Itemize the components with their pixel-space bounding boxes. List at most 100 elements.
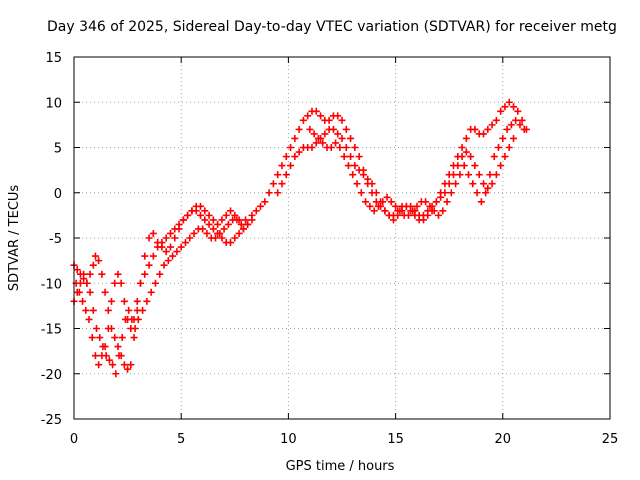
data-point — [503, 125, 511, 133]
data-point — [287, 144, 295, 151]
data-point — [374, 202, 382, 210]
data-point — [347, 153, 355, 161]
data-point — [239, 225, 247, 233]
data-point — [196, 202, 204, 210]
data-point — [282, 153, 290, 161]
data-point — [387, 198, 395, 206]
data-point — [484, 125, 492, 133]
data-point — [394, 211, 402, 219]
data-point — [143, 297, 151, 305]
data-point — [480, 130, 488, 138]
data-point — [482, 189, 490, 197]
data-point — [104, 306, 112, 314]
x-tick-label: 20 — [495, 432, 512, 447]
data-point — [432, 198, 440, 206]
data-point — [282, 171, 290, 179]
data-point — [467, 153, 475, 161]
data-point — [224, 220, 232, 228]
data-point — [342, 125, 350, 133]
data-point — [321, 130, 329, 138]
data-point — [124, 315, 132, 323]
data-point — [274, 171, 282, 179]
data-point — [145, 234, 153, 242]
data-point — [501, 153, 509, 161]
data-point — [344, 162, 352, 170]
data-point — [278, 162, 286, 170]
data-point — [218, 216, 226, 224]
data-point — [117, 279, 125, 287]
data-point — [334, 130, 342, 138]
data-point — [235, 229, 243, 237]
data-point — [492, 171, 500, 179]
data-point — [252, 207, 260, 215]
data-point — [471, 125, 479, 133]
data-point — [151, 279, 159, 287]
data-point — [156, 270, 164, 278]
data-point — [214, 220, 222, 228]
data-point — [437, 193, 445, 201]
data-point — [205, 211, 213, 219]
data-point — [462, 148, 470, 156]
data-point — [93, 325, 101, 332]
data-point — [162, 234, 170, 242]
data-point — [164, 257, 172, 265]
data-point — [160, 261, 168, 269]
y-tick-label: -15 — [41, 323, 62, 338]
data-point — [304, 112, 312, 120]
data-point — [295, 148, 303, 156]
data-point — [136, 279, 144, 287]
y-tick-label: 10 — [45, 96, 62, 111]
data-point — [488, 121, 496, 129]
data-point — [426, 202, 434, 210]
data-point — [486, 171, 494, 179]
data-point — [115, 352, 123, 360]
x-tick-label: 0 — [70, 432, 78, 447]
x-tick-label: 5 — [177, 432, 185, 447]
data-point — [85, 315, 93, 323]
data-point — [372, 189, 380, 197]
data-point — [389, 216, 397, 224]
x-axis-label: GPS time / hours — [286, 459, 395, 474]
data-point — [109, 361, 117, 369]
data-point — [190, 229, 198, 237]
data-point — [336, 144, 344, 151]
data-point — [265, 189, 273, 197]
data-point — [355, 166, 363, 174]
data-point — [381, 207, 389, 215]
data-point — [464, 171, 472, 179]
data-point — [312, 139, 320, 147]
data-point — [353, 180, 361, 188]
data-point — [488, 180, 496, 188]
data-point — [111, 334, 119, 342]
data-point — [149, 229, 157, 237]
data-point — [82, 306, 90, 314]
y-tick-label: 0 — [54, 187, 62, 202]
data-point — [366, 202, 374, 210]
data-point — [334, 112, 342, 120]
grid — [74, 57, 610, 419]
data-point — [91, 252, 99, 260]
data-point — [452, 180, 460, 188]
data-point — [319, 139, 327, 147]
x-tick-label: 15 — [387, 432, 404, 447]
data-point — [370, 207, 378, 215]
data-point — [480, 180, 488, 188]
data-point — [196, 211, 204, 219]
data-point — [86, 270, 94, 278]
data-point — [338, 116, 346, 124]
data-point — [507, 121, 515, 129]
data-point — [471, 162, 479, 170]
data-point — [101, 288, 109, 296]
data-point — [209, 216, 217, 224]
data-point — [141, 270, 149, 278]
data-point — [88, 334, 96, 342]
data-point — [175, 220, 183, 228]
data-point — [83, 279, 91, 287]
data-point — [368, 180, 376, 188]
data-point — [231, 211, 239, 219]
data-point — [139, 306, 147, 314]
data-point — [120, 361, 128, 369]
data-point — [359, 171, 367, 179]
data-point — [248, 211, 256, 219]
data-point — [169, 252, 177, 260]
